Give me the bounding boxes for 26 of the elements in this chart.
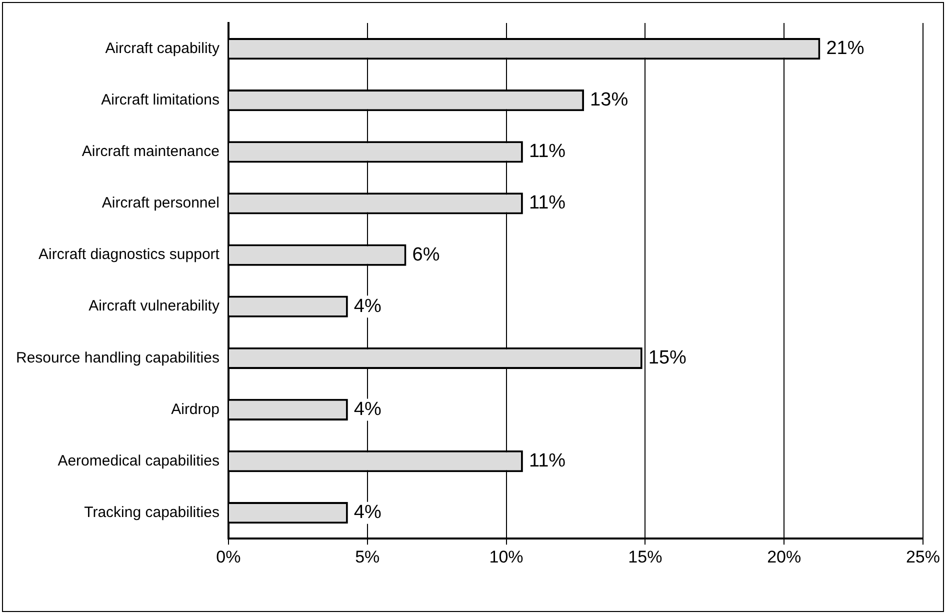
data-label: 4% (354, 398, 382, 420)
x-tick-label: 25% (906, 547, 940, 566)
x-tick-label: 10% (489, 547, 524, 566)
data-label: 4% (354, 296, 382, 317)
data-label: 6% (412, 244, 440, 266)
x-tick-label: 5% (355, 547, 380, 566)
y-tick-label: Aircraft maintenance (82, 143, 220, 160)
y-tick-label: Aircraft diagnostics support (38, 246, 220, 264)
y-tick-label: Resource handling capabilities (16, 349, 220, 366)
y-tick-label: Aircraft personnel (102, 194, 220, 212)
y-tick-label: Aircraft vulnerability (88, 298, 220, 315)
data-label: 11% (528, 450, 566, 472)
x-tick-label: 0% (216, 547, 241, 566)
data-label: 13% (590, 90, 628, 111)
y-tick-label: Aircraft capability (105, 40, 220, 57)
data-label: 4% (354, 502, 382, 524)
data-label: 11% (528, 192, 566, 214)
data-label: 21% (826, 38, 864, 60)
x-tick-label: 20% (767, 547, 802, 566)
y-tick-label: Aeromedical capabilities (58, 452, 220, 470)
y-tick-label: Aircraft limitations (101, 91, 220, 108)
y-tick-label: Tracking capabilities (84, 504, 220, 521)
x-tick-label: 15% (628, 547, 662, 566)
data-label: 11% (528, 141, 566, 162)
y-tick-label: Airdrop (171, 400, 220, 418)
data-label: 15% (648, 347, 687, 368)
